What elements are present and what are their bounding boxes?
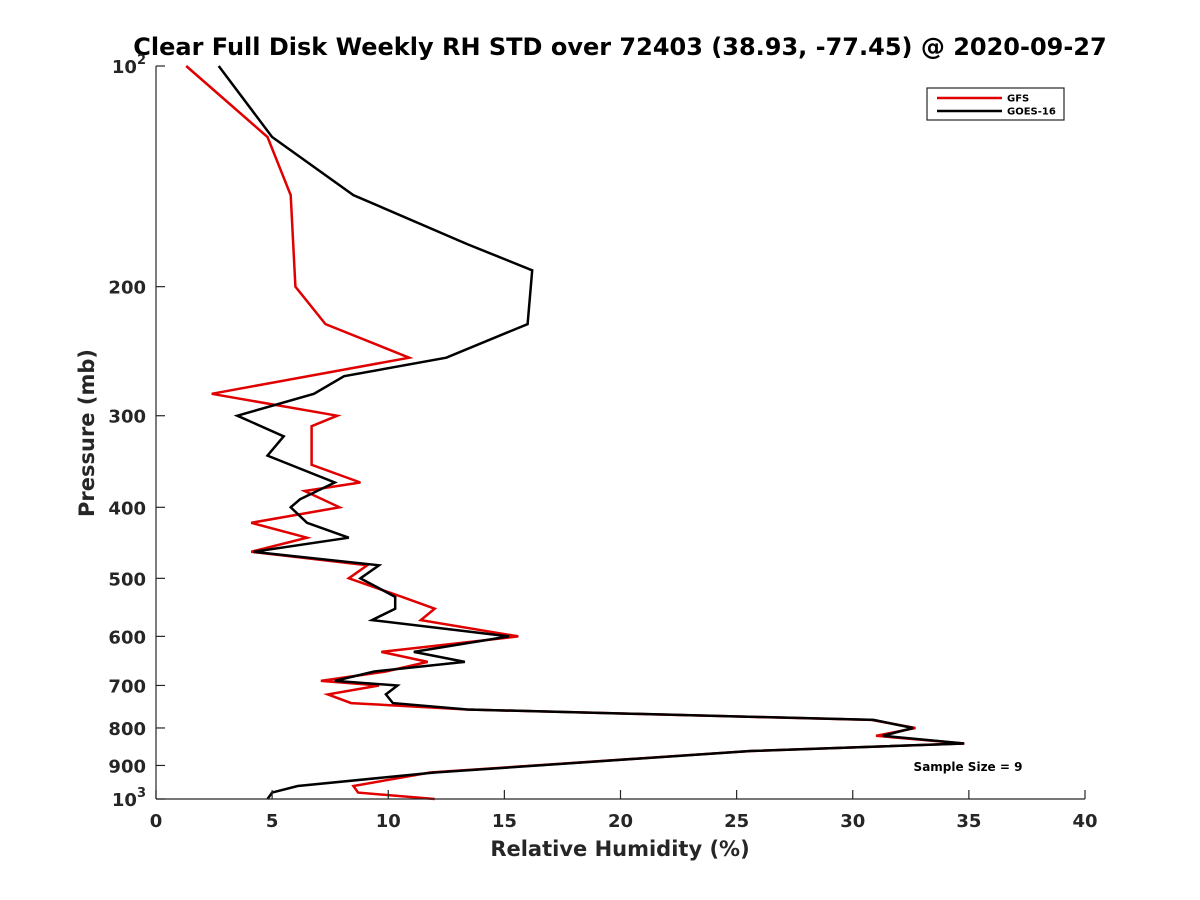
x-tick-label: 10 [376,811,401,832]
y-tick-label: 700 [108,676,146,697]
sample-size-annotation: Sample Size = 9 [914,760,1023,774]
series-layer [185,65,965,801]
x-tick-label: 40 [1072,811,1097,832]
x-tick-label: 30 [840,811,865,832]
series-line-goes-16 [217,65,965,800]
y-tick-label: 200 [108,278,146,299]
x-tick-label: 15 [492,811,517,832]
y-tick-label: 300 [108,407,146,428]
legend-label-goes16: GOES-16 [1007,107,1056,118]
x-tick-label: 25 [724,811,749,832]
x-tick-label: 0 [150,811,163,832]
legend-label-gfs: GFS [1007,94,1029,105]
y-tick-label: 500 [108,569,146,590]
x-tick-label: 5 [266,811,279,832]
y-tick-label: 900 [108,756,146,777]
legend-box [926,87,1065,121]
y-tick-label: 400 [108,498,146,519]
x-tick-label: 20 [608,811,633,832]
y-axis-label: Pressure (mb) [75,349,99,517]
plot-area [156,66,1085,799]
y-tick-label: 600 [108,627,146,648]
y-tick-label: 102 [112,53,146,78]
x-tick-label: 35 [956,811,981,832]
y-tick-label: 800 [108,719,146,740]
y-tick-label: 103 [112,786,146,811]
x-axis-label: Relative Humidity (%) [490,837,749,861]
legend: GFS GOES-16 [926,87,1065,121]
ticks-layer: 0 5 10 15 20 25 30 35 40 102 200 300 400 500 600 700 800… [108,53,1097,832]
chart-title: Clear Full Disk Weekly RH STD over 72403… [133,33,1106,61]
